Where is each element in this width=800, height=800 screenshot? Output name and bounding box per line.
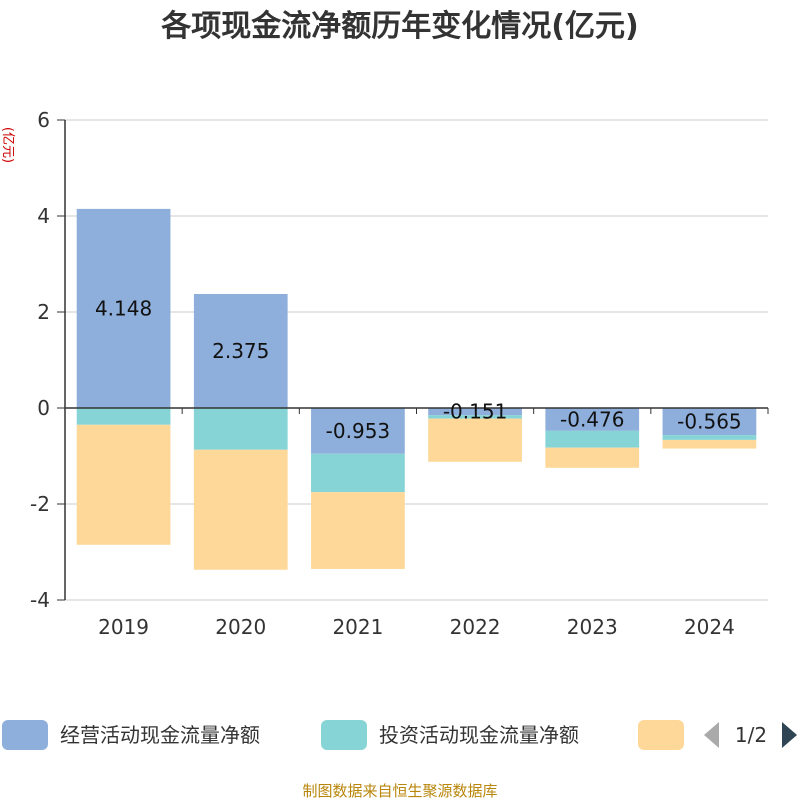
y-tick-label: 6	[37, 108, 50, 132]
bar-segment	[311, 453, 405, 493]
data-source: 制图数据来自恒生聚源数据库	[302, 782, 497, 800]
legend-page-indicator: 1/2	[735, 723, 767, 747]
bar-segment	[545, 430, 640, 448]
bar-segment	[193, 449, 288, 570]
bar-segment	[193, 294, 288, 408]
next-page-icon[interactable]	[782, 722, 797, 748]
bar-segment	[545, 408, 640, 431]
bar-segment	[662, 439, 757, 449]
bar-segment	[76, 424, 171, 545]
y-tick-label: 0	[37, 396, 50, 420]
legend-label: 经营活动现金流量净额	[60, 723, 260, 747]
prev-page-icon[interactable]	[704, 722, 719, 748]
bar-segment	[193, 408, 288, 450]
legend-label: 投资活动现金流量净额	[379, 723, 579, 747]
axes: -4 -2 0 2 4 6 2019 2020 2021 2022 2023 2024	[30, 108, 769, 639]
x-tick-label: 2021	[332, 615, 383, 639]
y-tick-label: -2	[30, 492, 50, 516]
y-axis-label: (亿元)	[0, 127, 15, 163]
data-label: -0.953	[326, 419, 390, 443]
data-label: 4.148	[95, 296, 152, 320]
bar-segment	[662, 435, 757, 440]
x-tick-label: 2024	[684, 615, 735, 639]
x-tick-label: 2019	[98, 615, 149, 639]
bar-segment	[428, 408, 522, 416]
bar-segment	[311, 492, 405, 569]
x-tick-label: 2020	[215, 615, 266, 639]
bar-segment	[428, 415, 522, 419]
legend-swatch	[321, 720, 367, 750]
bar-segment	[662, 408, 757, 436]
bar-segment	[545, 447, 640, 468]
x-tick-label: 2022	[450, 615, 501, 639]
legend-pager: 1/2	[704, 722, 797, 748]
bar-segment	[311, 408, 405, 454]
bar-segment	[76, 208, 171, 408]
bars	[76, 208, 757, 570]
legend-swatch	[2, 720, 48, 750]
y-tick-label: 2	[37, 300, 50, 324]
bar-segment	[428, 418, 522, 462]
chart-title: 各项现金流净额历年变化情况(亿元)	[160, 9, 638, 44]
bar-segment	[76, 408, 171, 425]
data-label: 2.375	[212, 339, 269, 363]
data-label: -0.476	[560, 407, 624, 431]
x-tick-label: 2023	[567, 615, 618, 639]
data-labels: 4.148 2.375 -0.953 -0.151 -0.476 -0.565	[95, 296, 742, 442]
data-label: -0.151	[443, 400, 507, 424]
data-label: -0.565	[677, 410, 741, 434]
y-tick-label: -4	[30, 588, 50, 612]
legend-swatch	[638, 720, 684, 750]
y-tick-label: 4	[37, 204, 50, 228]
legend: 经营活动现金流量净额 投资活动现金流量净额	[2, 720, 684, 750]
